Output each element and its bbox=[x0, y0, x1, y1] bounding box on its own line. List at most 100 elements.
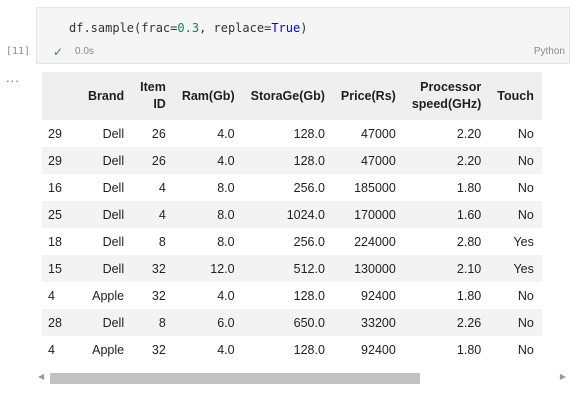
table-header-row: Brand Item ID Ram(Gb) StoraGe(Gb) Price(Rs) Pr… bbox=[42, 72, 542, 120]
table-cell: 4.0 bbox=[217, 288, 235, 303]
table-cell: 8.0 bbox=[217, 180, 235, 195]
table-cell: No bbox=[517, 153, 534, 168]
table-cell: 2.20 bbox=[456, 126, 482, 141]
check-icon: ✓ bbox=[53, 45, 64, 59]
table-cell: No bbox=[517, 207, 534, 222]
table-row: 4 Apple 32 4.0 128.0 92400 1.80 No bbox=[42, 282, 542, 309]
row-index: 25 bbox=[48, 207, 62, 222]
table-cell: 26 bbox=[151, 153, 166, 168]
table-cell: 92400 bbox=[361, 342, 396, 357]
column-header: Touch bbox=[489, 72, 542, 120]
table-cell: 2.80 bbox=[456, 234, 482, 249]
column-header: Item ID bbox=[132, 72, 174, 120]
column-header-line2: speed(GHz) bbox=[411, 97, 482, 111]
table-cell: Dell bbox=[102, 180, 125, 195]
table-cell: Yes bbox=[513, 261, 534, 276]
code-line[interactable]: df.sample(frac=0.3, replace=True) bbox=[69, 21, 307, 35]
dataframe-output: Brand Item ID Ram(Gb) StoraGe(Gb) Price(Rs) Pr… bbox=[42, 72, 570, 372]
table-cell: 128.0 bbox=[293, 126, 325, 141]
row-index: 4 bbox=[48, 342, 55, 357]
table-cell: 8 bbox=[158, 234, 166, 249]
table-cell: 2.10 bbox=[456, 261, 482, 276]
scrollbar-thumb[interactable] bbox=[50, 373, 420, 384]
table-cell: Dell bbox=[102, 153, 125, 168]
row-index: 16 bbox=[48, 180, 62, 195]
table-cell: 1024.0 bbox=[286, 207, 325, 222]
table-cell: 26 bbox=[151, 126, 166, 141]
cell-language[interactable]: Python bbox=[533, 46, 565, 57]
table-cell: 185000 bbox=[354, 180, 396, 195]
table-cell: 32 bbox=[151, 261, 166, 276]
table-cell: Dell bbox=[102, 126, 125, 141]
table-cell: 8.0 bbox=[217, 207, 235, 222]
table-cell: No bbox=[517, 342, 534, 357]
column-header-line1: Processor bbox=[420, 80, 482, 94]
table-cell: 92400 bbox=[361, 288, 396, 303]
column-header bbox=[42, 72, 80, 120]
table-cell: 512.0 bbox=[293, 261, 325, 276]
table-cell: 33200 bbox=[361, 315, 396, 330]
table-cell: Dell bbox=[102, 207, 125, 222]
table-cell: 47000 bbox=[361, 153, 396, 168]
output-menu-dots[interactable]: ... bbox=[6, 70, 20, 85]
table-cell: 4 bbox=[158, 180, 166, 195]
table-cell: 1.80 bbox=[456, 342, 482, 357]
column-header: StoraGe(Gb) bbox=[243, 72, 333, 120]
table-cell: 8 bbox=[158, 315, 166, 330]
column-header: Price(Rs) bbox=[333, 72, 404, 120]
code-keyword: True bbox=[271, 21, 301, 35]
table-cell: Dell bbox=[102, 315, 125, 330]
table-cell: No bbox=[517, 288, 534, 303]
chevron-right-icon[interactable]: ▶ bbox=[559, 372, 566, 381]
column-header: Brand bbox=[80, 72, 132, 120]
table-cell: 130000 bbox=[354, 261, 396, 276]
table-cell: No bbox=[517, 126, 534, 141]
code-prefix: df.sample(frac= bbox=[69, 21, 178, 35]
table-cell: 256.0 bbox=[293, 180, 325, 195]
table-cell: 170000 bbox=[354, 207, 396, 222]
table-cell: 6.0 bbox=[217, 315, 235, 330]
horizontal-scrollbar[interactable]: ◀ ▶ bbox=[36, 372, 570, 386]
table-cell: 2.26 bbox=[456, 315, 482, 330]
table-cell: 32 bbox=[151, 288, 166, 303]
table-cell: Dell bbox=[102, 261, 125, 276]
column-header-line1: StoraGe(Gb) bbox=[250, 88, 325, 103]
row-index: 15 bbox=[48, 261, 62, 276]
table-row: 4 Apple 32 4.0 128.0 92400 1.80 No bbox=[42, 336, 542, 363]
table-cell: 12.0 bbox=[210, 261, 235, 276]
code-mid: , replace= bbox=[199, 21, 272, 35]
column-header-line2: ID bbox=[153, 97, 166, 111]
table-cell: 4.0 bbox=[217, 126, 235, 141]
table-cell: 4 bbox=[158, 207, 166, 222]
table-cell: 4.0 bbox=[217, 342, 235, 357]
table-cell: 256.0 bbox=[293, 234, 325, 249]
table-cell: 224000 bbox=[354, 234, 396, 249]
table-row: 15 Dell 32 12.0 512.0 130000 2.10 Yes bbox=[42, 255, 542, 282]
chevron-left-icon[interactable]: ◀ bbox=[38, 372, 45, 381]
table-cell: 32 bbox=[151, 342, 166, 357]
execution-count: [11] bbox=[6, 46, 31, 57]
column-header-line1: Touch bbox=[497, 88, 534, 103]
code-suffix: ) bbox=[300, 21, 308, 35]
table-row: 16 Dell 4 8.0 256.0 185000 1.80 No bbox=[42, 174, 542, 201]
cell-status-bar: ✓ 0.0s Python bbox=[49, 45, 565, 60]
table-cell: Dell bbox=[102, 234, 125, 249]
code-frac-number: 0.3 bbox=[177, 21, 200, 35]
table-row: 18 Dell 8 8.0 256.0 224000 2.80 Yes bbox=[42, 228, 542, 255]
table-cell: 650.0 bbox=[293, 315, 325, 330]
table-cell: 128.0 bbox=[293, 288, 325, 303]
dataframe-table: Brand Item ID Ram(Gb) StoraGe(Gb) Price(Rs) Pr… bbox=[42, 72, 542, 363]
table-cell: 1.80 bbox=[456, 180, 482, 195]
column-header: Processor speed(GHz) bbox=[404, 72, 489, 120]
table-cell: Yes bbox=[513, 234, 534, 249]
table-cell: Apple bbox=[92, 288, 125, 303]
table-row: 28 Dell 8 6.0 650.0 33200 2.26 No bbox=[42, 309, 542, 336]
column-header: Ram(Gb) bbox=[174, 72, 243, 120]
column-header-line1: Price(Rs) bbox=[340, 88, 396, 103]
row-index: 29 bbox=[48, 126, 62, 141]
column-header-line1: Item bbox=[140, 80, 166, 94]
elapsed-time: 0.0s bbox=[75, 46, 94, 57]
table-cell: 128.0 bbox=[293, 153, 325, 168]
code-cell-input[interactable]: df.sample(frac=0.3, replace=True) ✓ 0.0s… bbox=[36, 7, 570, 64]
table-cell: 1.80 bbox=[456, 288, 482, 303]
